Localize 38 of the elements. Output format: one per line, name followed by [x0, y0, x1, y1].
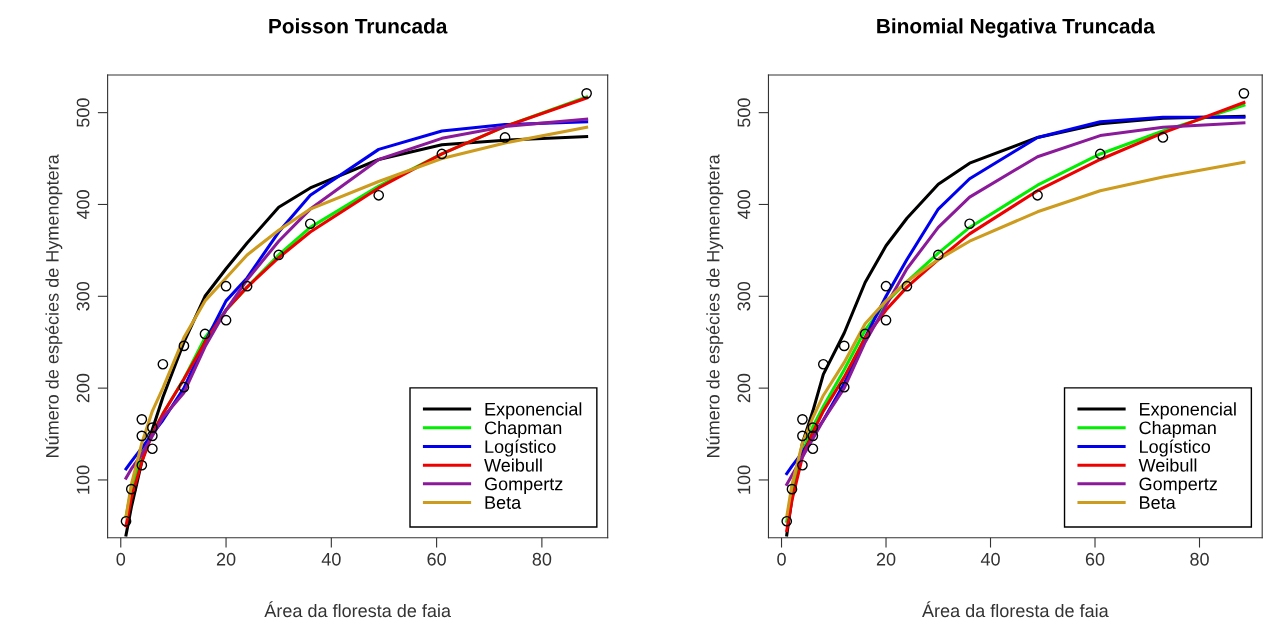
y-axis-title: Número de espécies de Hymenoptera [706, 154, 724, 457]
legend-label: Exponencial [1140, 402, 1236, 420]
legend-label: Weibull [1138, 458, 1197, 472]
y-tick-label: 300 [76, 281, 90, 311]
x-tick-label: 80 [1190, 552, 1209, 566]
y-axis-title: Número de espécies de Hymenoptera [45, 154, 63, 457]
y-tick-label: 500 [76, 98, 90, 127]
x-tick-label: 80 [532, 552, 552, 566]
x-axis-title: Área da floresta de faia [264, 601, 451, 618]
x-tick-label: 40 [980, 552, 1000, 566]
legend-label: Chapman [484, 420, 562, 438]
legend-label: Logístico [1140, 439, 1211, 457]
x-tick-label: 20 [876, 552, 896, 566]
x-tick-label: 20 [216, 552, 236, 566]
y-tick-label: 400 [737, 190, 751, 220]
legend-label: Beta [485, 496, 522, 509]
y-tick-label: 100 [76, 465, 90, 494]
legend-label: Gompertz [1139, 477, 1217, 494]
x-tick-label: 0 [116, 552, 126, 566]
legend-label: Gompertz [484, 477, 563, 494]
y-tick-label: 400 [76, 190, 90, 220]
y-tick-label: 500 [737, 98, 751, 127]
y-tick-label: 300 [737, 281, 751, 311]
legend-label: Chapman [1139, 420, 1216, 438]
x-tick-label: 0 [777, 552, 786, 566]
legend-label: Logístico [485, 439, 556, 457]
x-tick-label: 60 [427, 552, 446, 566]
chart-title: Binomial Negativa Truncada [877, 18, 1155, 38]
legend-label: Exponencial [485, 402, 582, 420]
x-tick-label: 40 [321, 552, 341, 566]
legend-label: Beta [1140, 496, 1176, 509]
y-tick-label: 200 [737, 373, 751, 403]
x-axis-title: Área da floresta de faia [922, 601, 1109, 618]
legend-label: Weibull [484, 458, 542, 472]
y-tick-label: 100 [737, 465, 751, 494]
y-tick-label: 200 [76, 373, 90, 403]
chart-title: Poisson Truncada [269, 18, 448, 34]
x-tick-label: 60 [1085, 552, 1105, 566]
